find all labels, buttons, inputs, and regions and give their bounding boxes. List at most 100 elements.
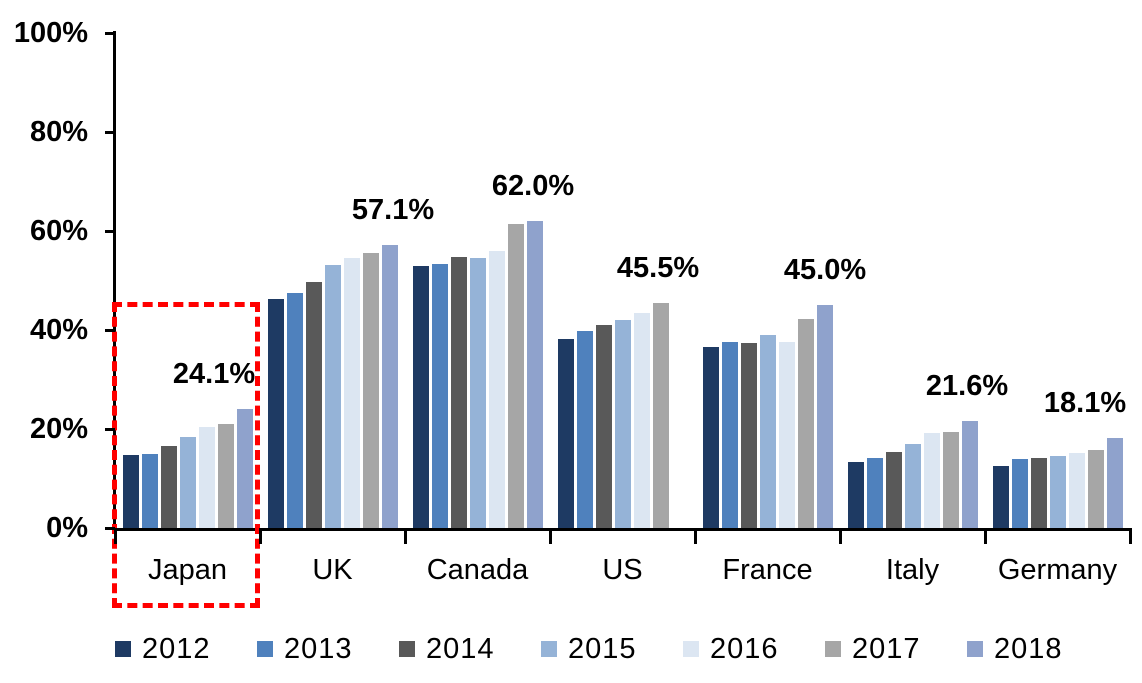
legend-item-2014: 2014: [399, 634, 495, 664]
x-axis-line: [113, 528, 1132, 531]
bar-canada-2013: [431, 263, 448, 528]
legend-swatch-2014: [399, 641, 415, 657]
y-axis-tick: [105, 130, 115, 134]
legend-swatch-2013: [257, 641, 273, 657]
category-label-us: US: [602, 554, 643, 586]
bar-group-japan: [115, 408, 260, 528]
bar-italy-2014: [885, 451, 902, 528]
legend-swatch-2016: [683, 641, 699, 657]
y-axis-tick: [105, 229, 115, 233]
bar-uk-2017: [362, 252, 379, 528]
bar-germany-2015: [1049, 455, 1066, 528]
y-axis-label-0-: 0%: [46, 511, 88, 544]
bar-germany-2013: [1011, 459, 1028, 528]
category-label-japan: Japan: [147, 554, 227, 586]
bar-france-2017: [797, 319, 814, 528]
legend-item-2013: 2013: [257, 634, 353, 664]
bar-canada-2014: [450, 256, 467, 528]
bar-group-italy: [840, 421, 985, 528]
bar-uk-2014: [305, 281, 322, 528]
bar-us-2017: [652, 302, 669, 528]
bar-canada-2018: [526, 221, 543, 528]
bar-france-2018: [816, 305, 833, 528]
category-label-canada: Canada: [426, 554, 529, 586]
x-axis-tick: [1128, 528, 1132, 544]
bar-italy-2016: [923, 433, 940, 528]
bar-japan-2013: [141, 453, 158, 528]
bar-canada-2015: [469, 257, 486, 528]
legend-swatch-2018: [967, 641, 983, 657]
x-axis-tick: [693, 528, 697, 544]
category-label-france: France: [722, 554, 813, 586]
legend-item-2012: 2012: [115, 634, 211, 664]
bar-italy-2013: [866, 458, 883, 528]
value-label-uk: 57.1%: [351, 194, 435, 227]
legend-label-2013: 2013: [284, 633, 353, 665]
bar-canada-2016: [488, 250, 505, 528]
value-label-germany: 18.1%: [1043, 387, 1127, 420]
legend-label-2014: 2014: [426, 633, 495, 665]
value-label-italy: 21.6%: [925, 370, 1009, 403]
bar-france-2013: [721, 341, 738, 528]
bar-group-uk: [260, 245, 405, 528]
bar-canada-2017: [507, 224, 524, 528]
x-axis-tick: [258, 528, 262, 544]
bar-france-2015: [759, 334, 776, 528]
x-axis-tick: [113, 528, 117, 544]
category-label-italy: Italy: [885, 554, 940, 586]
bar-us-2014: [595, 325, 612, 528]
bar-france-2014: [740, 342, 757, 528]
bar-uk-2018: [381, 245, 398, 528]
bar-us-2016: [633, 312, 650, 528]
bar-japan-2015: [179, 436, 196, 528]
y-axis-label-40-: 40%: [29, 313, 88, 346]
legend-label-2016: 2016: [710, 633, 779, 665]
value-label-japan: 24.1%: [172, 357, 256, 390]
bar-italy-2015: [904, 444, 921, 528]
y-axis-tick: [105, 526, 115, 530]
bar-group-us: [550, 302, 695, 528]
category-label-germany: Germany: [997, 554, 1118, 586]
legend-label-2012: 2012: [142, 633, 211, 665]
bar-uk-2012: [267, 299, 284, 528]
legend-swatch-2012: [115, 641, 131, 657]
legend-label-2018: 2018: [994, 633, 1063, 665]
y-axis-tick: [105, 31, 115, 35]
y-axis-label-60-: 60%: [29, 214, 88, 247]
y-axis-label-20-: 20%: [29, 412, 88, 445]
bar-italy-2012: [847, 461, 864, 528]
bar-france-2016: [778, 342, 795, 528]
bar-germany-2014: [1030, 457, 1047, 528]
x-axis-tick: [548, 528, 552, 544]
y-axis-label-100-: 100%: [13, 16, 88, 49]
value-label-canada: 62.0%: [491, 170, 575, 203]
bar-group-germany: [985, 438, 1130, 528]
bar-italy-2017: [942, 432, 959, 528]
y-axis-label-80-: 80%: [29, 115, 88, 148]
bar-japan-2017: [217, 424, 234, 528]
bar-japan-2012: [122, 454, 139, 528]
y-axis-tick: [105, 328, 115, 332]
legend-label-2015: 2015: [568, 633, 637, 665]
x-axis-tick: [838, 528, 842, 544]
x-axis-tick: [983, 528, 987, 544]
bar-germany-2016: [1068, 453, 1085, 528]
bar-uk-2016: [343, 258, 360, 528]
legend-item-2015: 2015: [541, 634, 637, 664]
value-label-france: 45.0%: [783, 254, 867, 287]
y-axis-tick: [105, 427, 115, 431]
bar-canada-2012: [412, 265, 429, 528]
category-label-uk: UK: [312, 554, 353, 586]
value-label-us: 45.5%: [616, 251, 700, 284]
legend-swatch-2017: [825, 641, 841, 657]
legend-item-2018: 2018: [967, 634, 1063, 664]
bar-germany-2012: [992, 465, 1009, 528]
bar-germany-2018: [1106, 438, 1123, 528]
legend-item-2016: 2016: [683, 634, 779, 664]
bar-japan-2018: [236, 408, 253, 528]
bar-italy-2018: [961, 421, 978, 528]
bar-france-2012: [702, 347, 719, 528]
bar-group-france: [695, 305, 840, 528]
bar-us-2012: [557, 338, 574, 528]
